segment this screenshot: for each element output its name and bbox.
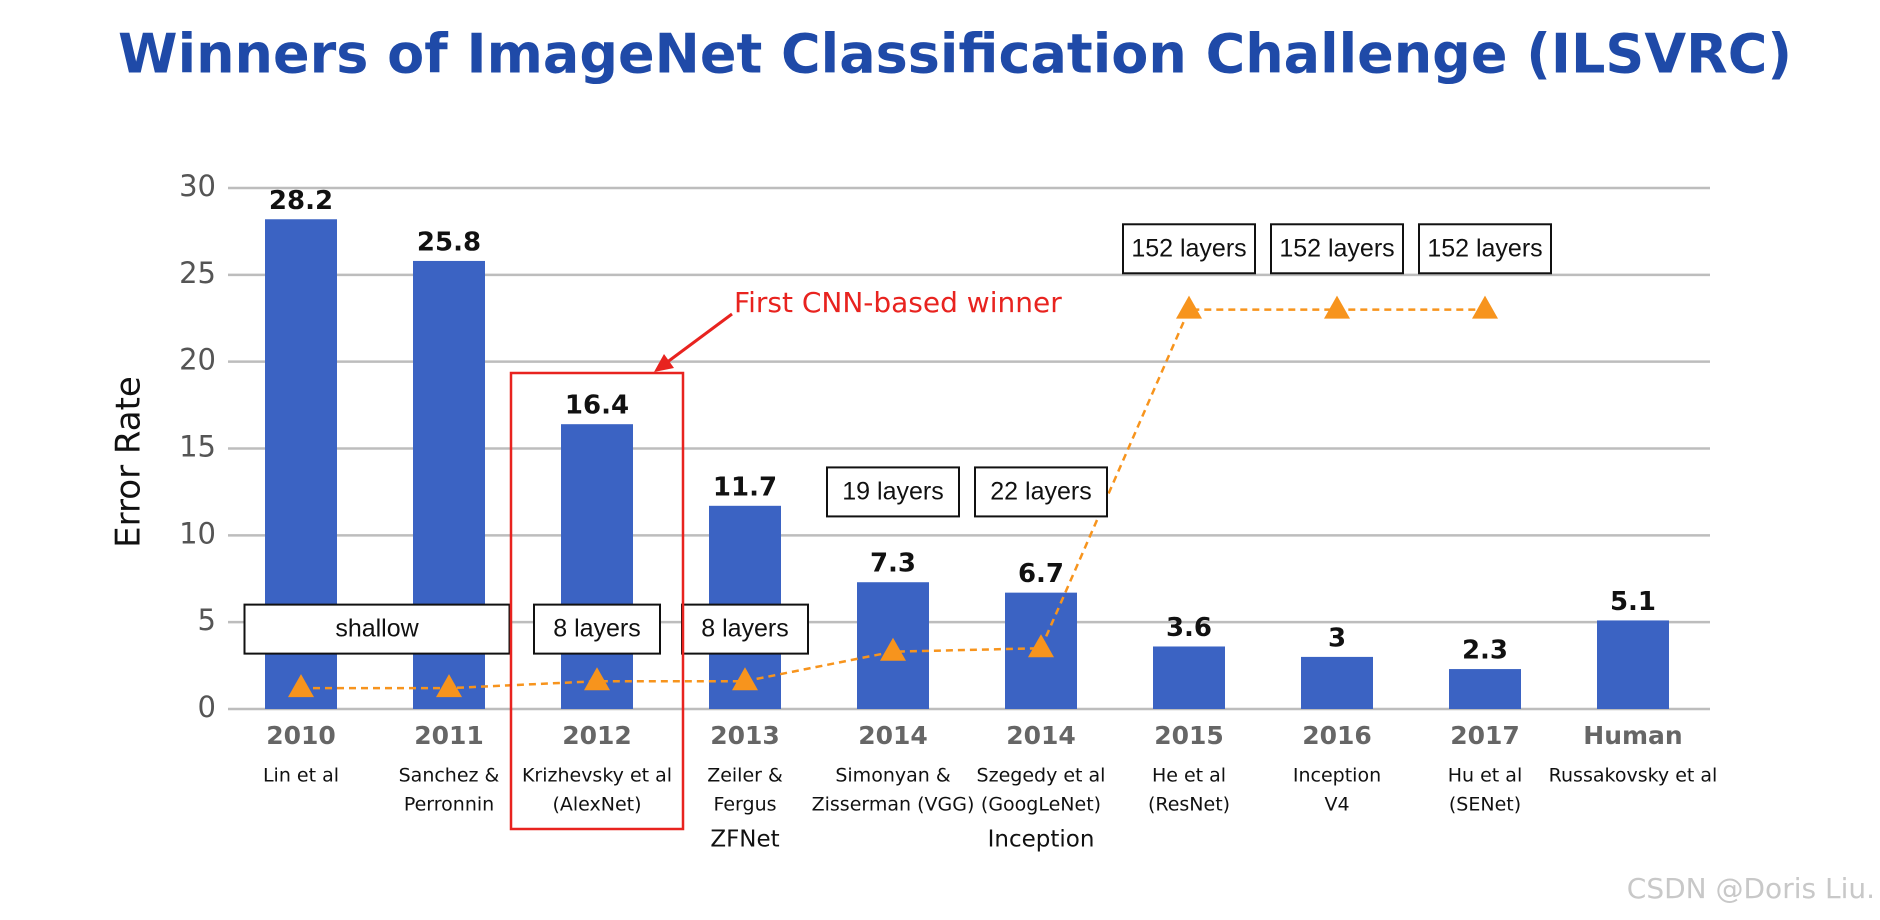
x-tick-label: 2017 xyxy=(1450,721,1520,750)
depth-label: shallow xyxy=(335,615,419,643)
value-label: 6.7 xyxy=(1018,559,1064,589)
x-tick-label: 2011 xyxy=(414,721,484,750)
x-sublabel: Simonyan & xyxy=(835,765,950,787)
x-sublabel: Russakovsky et al xyxy=(1549,765,1718,787)
depth-marker xyxy=(1472,295,1498,319)
x-sublabel: Perronnin xyxy=(404,794,494,816)
value-label: 28.2 xyxy=(269,186,333,216)
x-sublabel: V4 xyxy=(1324,794,1349,816)
watermark: CSDN @Doris Liu. xyxy=(1627,872,1875,905)
depth-marker xyxy=(1028,634,1054,658)
value-label: 2.3 xyxy=(1462,636,1508,666)
depth-box xyxy=(243,603,511,655)
depth-line xyxy=(301,308,1485,690)
y-tick-label: 25 xyxy=(179,256,216,290)
x-sublabel: Fergus xyxy=(713,794,776,816)
depth-box xyxy=(533,603,661,655)
depth-marker xyxy=(880,637,906,661)
y-tick-label: 5 xyxy=(198,603,216,637)
x-tick-label: 2015 xyxy=(1154,721,1224,750)
depth-marker xyxy=(1176,295,1202,319)
annotation-arrowhead xyxy=(654,354,674,372)
depth-box xyxy=(1270,223,1404,275)
depth-marker xyxy=(288,674,314,698)
x-sublabel: Zeiler & xyxy=(707,765,783,787)
depth-box xyxy=(1418,223,1552,275)
annotation-arrow xyxy=(661,312,733,368)
depth-marker xyxy=(584,667,610,691)
value-label: 3.6 xyxy=(1166,613,1212,643)
bar xyxy=(1153,646,1225,709)
value-label: 25.8 xyxy=(417,227,481,257)
value-label: 5.1 xyxy=(1610,587,1656,617)
value-label: 7.3 xyxy=(870,549,916,579)
y-tick-label: 0 xyxy=(198,690,216,724)
x-sublabel: (ResNet) xyxy=(1148,794,1230,816)
y-tick-label: 20 xyxy=(179,343,216,377)
depth-box xyxy=(974,466,1108,518)
x-sublabel: Szegedy et al xyxy=(977,765,1106,787)
x-tick-label: 2013 xyxy=(710,721,780,750)
depth-box xyxy=(826,466,960,518)
depth-marker xyxy=(436,674,462,698)
depth-label: 152 layers xyxy=(1131,234,1246,262)
x-sublabel: He et al xyxy=(1152,765,1226,787)
depth-box xyxy=(1122,223,1256,275)
depth-label: 8 layers xyxy=(553,615,641,643)
depth-marker xyxy=(732,667,758,691)
depth-label: 152 layers xyxy=(1279,234,1394,262)
x-tick-label: 2014 xyxy=(858,721,928,750)
bar xyxy=(561,424,633,709)
bar xyxy=(1449,669,1521,709)
x-note: Inception xyxy=(988,827,1095,853)
x-tick-label: 2016 xyxy=(1302,721,1372,750)
y-tick-label: 30 xyxy=(179,169,216,203)
bar xyxy=(1597,620,1669,709)
highlight-box xyxy=(509,371,685,831)
x-tick-label: 2012 xyxy=(562,721,632,750)
x-sublabel: Sanchez & xyxy=(399,765,500,787)
chart-title: Winners of ImageNet Classification Chall… xyxy=(118,23,1792,86)
x-tick-label: Human xyxy=(1583,721,1682,750)
bar xyxy=(1301,656,1373,709)
annotation-text: First CNN-based winner xyxy=(734,286,1062,319)
x-tick-label: 2010 xyxy=(266,721,336,750)
depth-label: 19 layers xyxy=(842,478,943,506)
x-sublabel: Lin et al xyxy=(263,765,339,787)
y-tick-label: 10 xyxy=(179,516,216,550)
depth-marker xyxy=(1324,295,1350,319)
value-label: 3 xyxy=(1328,623,1346,653)
x-sublabel: Inception xyxy=(1293,765,1381,787)
x-tick-label: 2014 xyxy=(1006,721,1076,750)
x-sublabel: Zisserman (VGG) xyxy=(812,794,975,816)
x-sublabel: Krizhevsky et al xyxy=(522,765,672,787)
depth-label: 22 layers xyxy=(990,478,1091,506)
depth-box xyxy=(681,603,809,655)
x-sublabel: (AlexNet) xyxy=(552,794,641,816)
value-label: 16.4 xyxy=(565,391,629,421)
x-sublabel: (GoogLeNet) xyxy=(981,794,1101,816)
depth-label: 8 layers xyxy=(701,615,789,643)
y-axis-label: Error Rate xyxy=(109,376,149,548)
depth-label: 152 layers xyxy=(1427,234,1542,262)
y-tick-label: 15 xyxy=(179,430,216,464)
value-label: 11.7 xyxy=(713,472,777,502)
x-note: ZFNet xyxy=(710,827,779,853)
x-sublabel: Hu et al xyxy=(1448,765,1522,787)
x-sublabel: (SENet) xyxy=(1449,794,1521,816)
